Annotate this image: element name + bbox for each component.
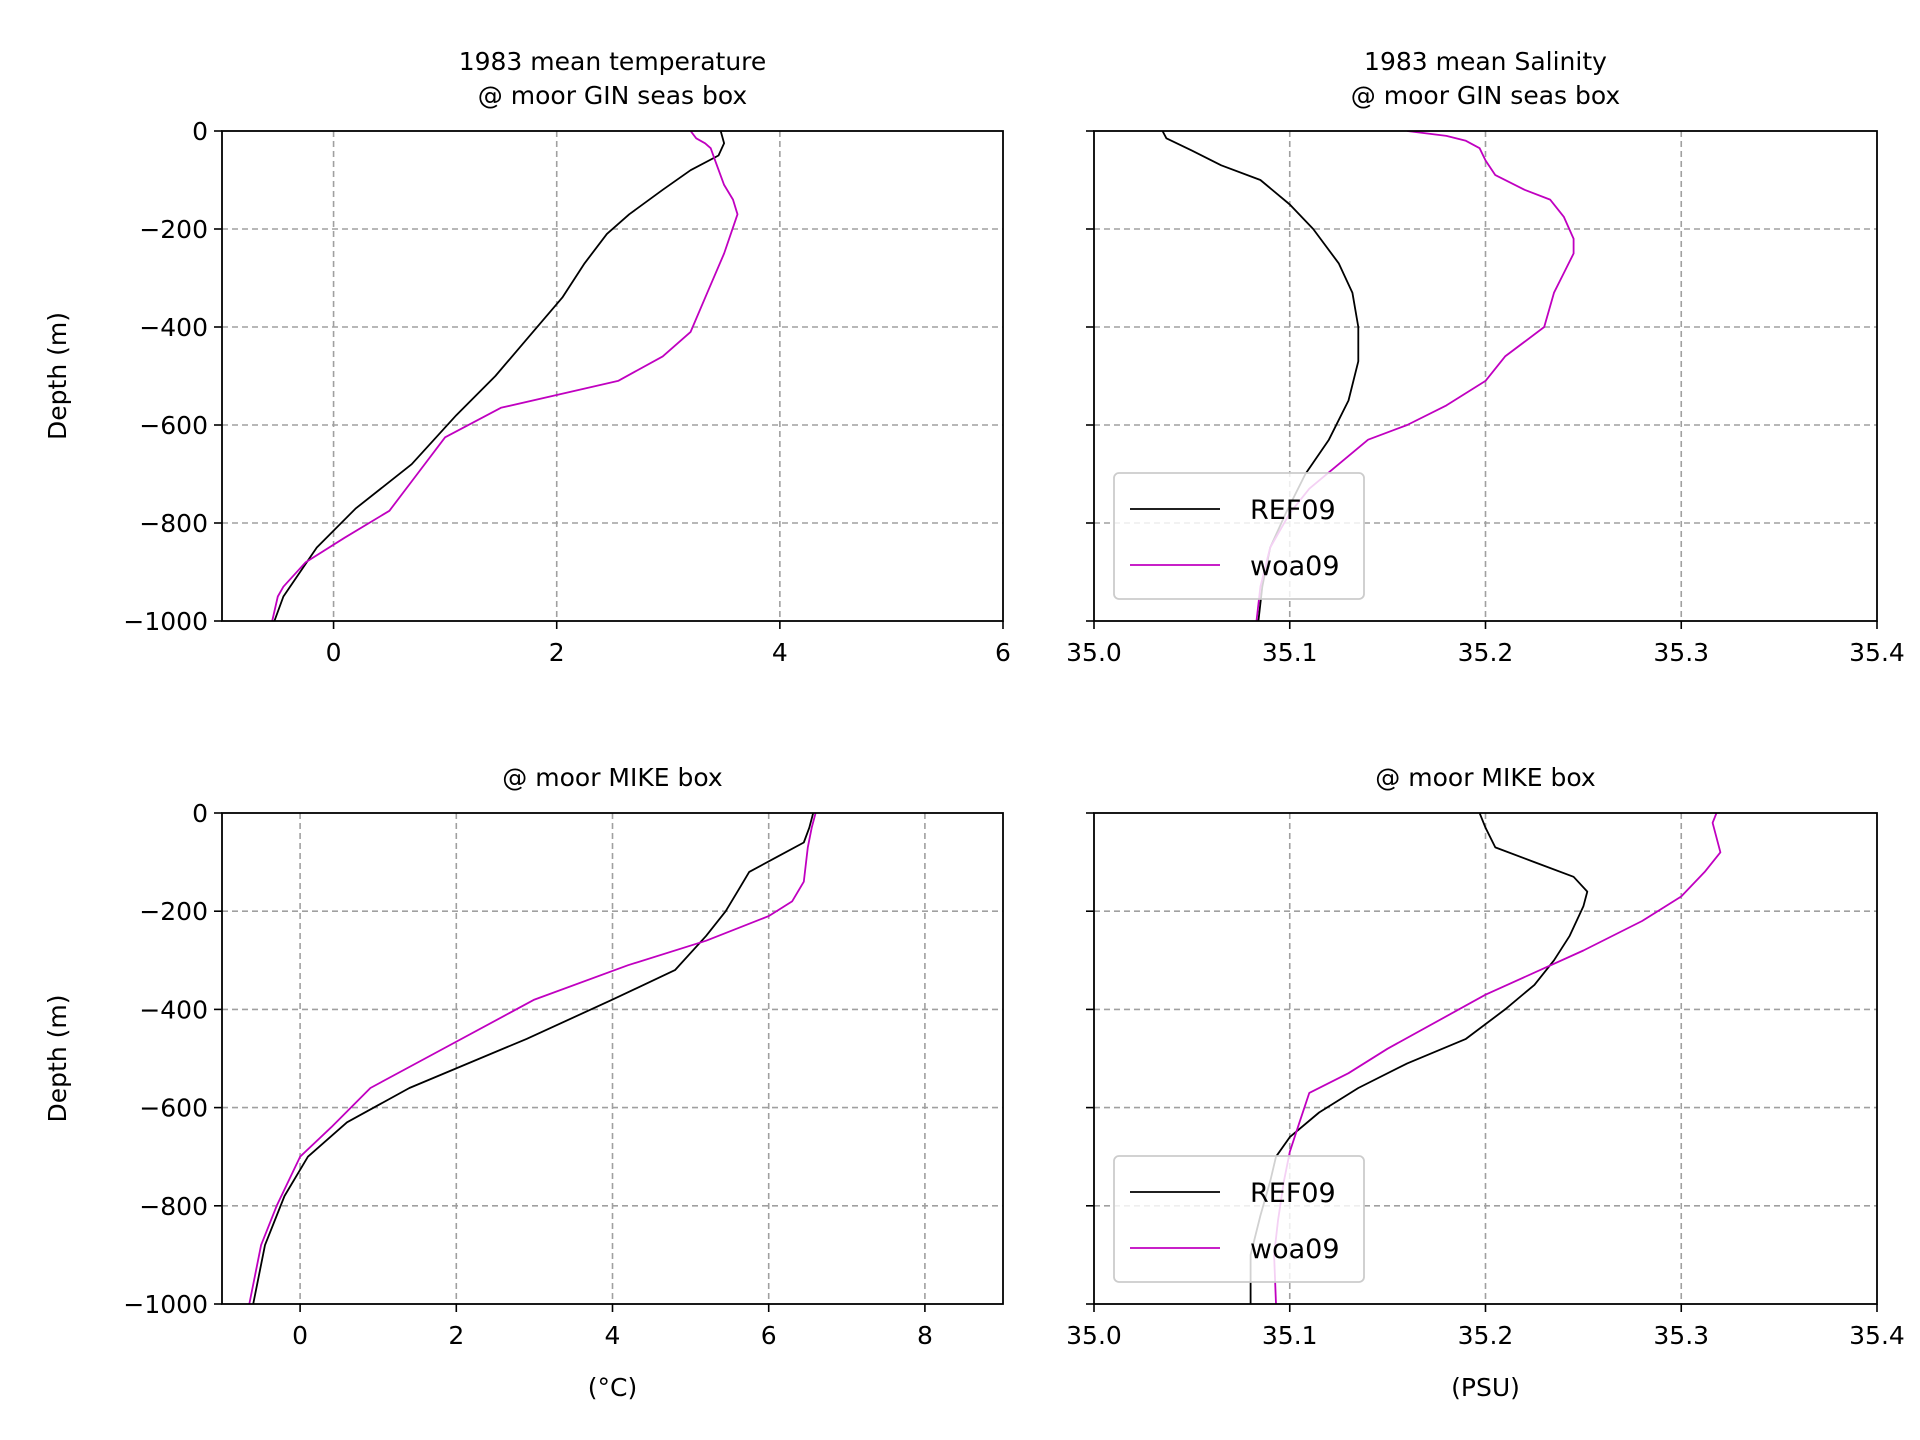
x-tick-label: 0 bbox=[326, 638, 342, 667]
chart-subtitle: @ moor GIN seas box bbox=[1351, 81, 1620, 110]
x-tick-label: 6 bbox=[995, 638, 1011, 667]
y-tick-label: −200 bbox=[139, 897, 208, 926]
series-line-REF09 bbox=[252, 813, 815, 1304]
x-tick-label: 35.3 bbox=[1653, 638, 1709, 667]
y-tick-label: −1000 bbox=[123, 607, 208, 636]
legend-box bbox=[1113, 1155, 1365, 1283]
y-tick-label: −600 bbox=[139, 1094, 208, 1123]
y-tick-label: −200 bbox=[139, 215, 208, 244]
panel-2: 35.0 35.1 35.2 35.3 35.4 1983 mean Salinity @ … bbox=[1066, 47, 1905, 667]
x-tick-label: 35.4 bbox=[1849, 1321, 1905, 1350]
x-tick-label: 2 bbox=[549, 638, 565, 667]
chart-title: @ moor MIKE box bbox=[502, 763, 722, 792]
y-tick-label: −800 bbox=[139, 509, 208, 538]
x-tick-label: 35.3 bbox=[1653, 1321, 1709, 1350]
x-axis-label: (°C) bbox=[588, 1373, 637, 1402]
x-tick-label: 6 bbox=[761, 1321, 777, 1350]
x-tick-label: 35.1 bbox=[1262, 1321, 1318, 1350]
chart-title: 1983 mean temperature bbox=[459, 47, 767, 76]
y-tick-label: −400 bbox=[139, 995, 208, 1024]
x-tick-label: 35.4 bbox=[1849, 638, 1905, 667]
panel-3: 0 2 4 6 8 0 −200 −400 −600 −800 −1000 @ moor MIKE b… bbox=[43, 763, 1004, 1402]
x-tick-label: 2 bbox=[448, 1321, 464, 1350]
x-tick-label: 0 bbox=[292, 1321, 308, 1350]
x-tick-label: 35.2 bbox=[1458, 1321, 1514, 1350]
chart-title: @ moor MIKE box bbox=[1375, 763, 1595, 792]
y-axis-label: Depth (m) bbox=[43, 312, 72, 440]
y-tick-label: −400 bbox=[139, 313, 208, 342]
y-tick-label: 0 bbox=[192, 799, 208, 828]
chart-subtitle: @ moor GIN seas box bbox=[478, 81, 747, 110]
series-line-woa09 bbox=[271, 131, 739, 621]
legend-label-woa09: woa09 bbox=[1250, 1234, 1340, 1265]
x-tick-label: 4 bbox=[772, 638, 788, 667]
panel-4: 35.0 35.1 35.2 35.3 35.4 @ moor MIKE box (PSU)… bbox=[1066, 763, 1905, 1402]
y-tick-label: −1000 bbox=[123, 1290, 208, 1319]
chart-title: 1983 mean Salinity bbox=[1364, 47, 1607, 76]
x-tick-label: 8 bbox=[917, 1321, 933, 1350]
x-axis-label: (PSU) bbox=[1451, 1373, 1520, 1402]
y-axis-label: Depth (m) bbox=[43, 995, 72, 1123]
x-tick-label: 35.0 bbox=[1066, 1321, 1122, 1350]
x-tick-label: 35.0 bbox=[1066, 638, 1122, 667]
legend-box bbox=[1113, 472, 1365, 600]
y-tick-label: −800 bbox=[139, 1192, 208, 1221]
legend-label-REF09: REF09 bbox=[1250, 495, 1336, 526]
axes-frame bbox=[221, 130, 1004, 622]
x-tick-label: 4 bbox=[605, 1321, 621, 1350]
series-line-REF09 bbox=[273, 131, 725, 621]
legend-label-woa09: woa09 bbox=[1250, 551, 1340, 582]
x-tick-label: 35.1 bbox=[1262, 638, 1318, 667]
y-tick-label: −600 bbox=[139, 411, 208, 440]
series-line-woa09 bbox=[248, 813, 817, 1304]
y-tick-label: 0 bbox=[192, 117, 208, 146]
panel-1: 0 2 4 6 0 −200 −400 −600 −800 −1000 1983 mean temp… bbox=[43, 47, 1011, 667]
legend-label-REF09: REF09 bbox=[1250, 1178, 1336, 1209]
x-tick-label: 35.2 bbox=[1458, 638, 1514, 667]
